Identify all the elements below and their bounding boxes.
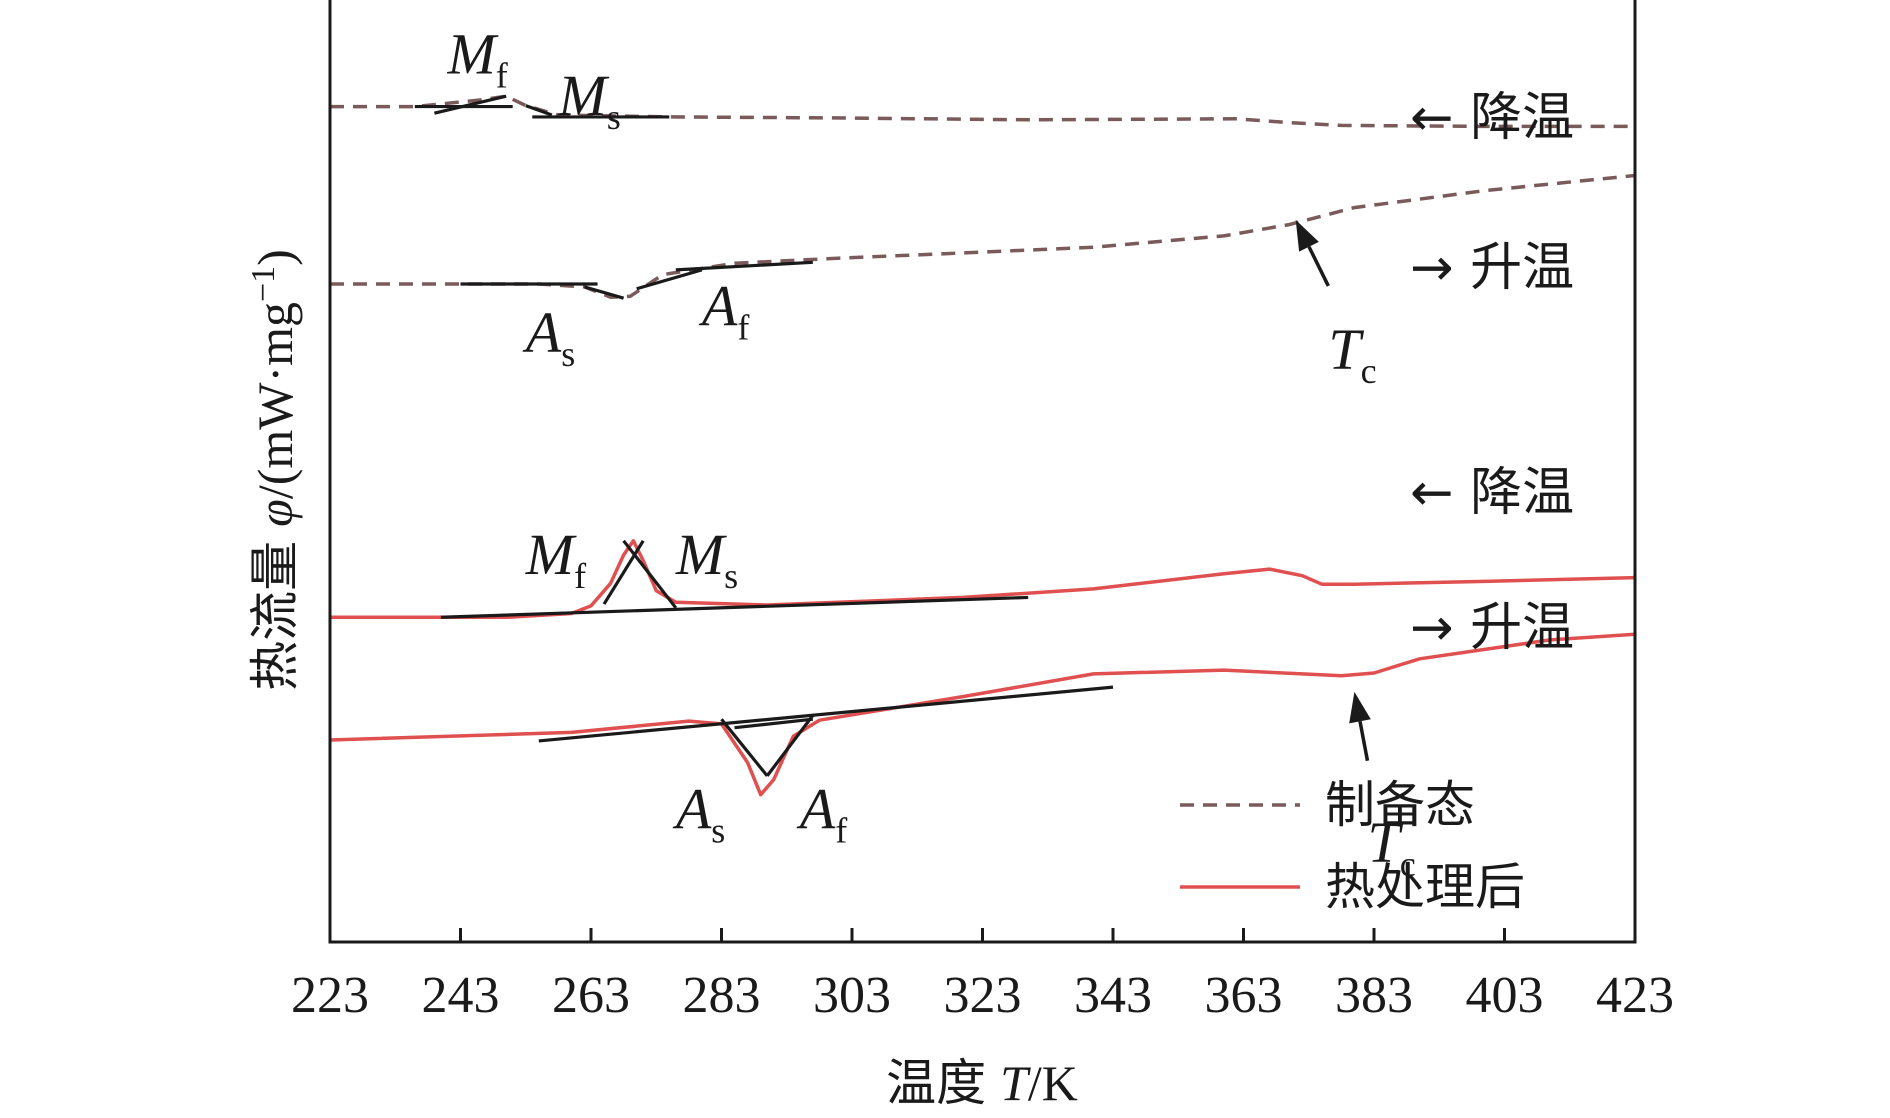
legend: 制备态 热处理后 <box>1180 776 1525 916</box>
x-axis-title: 温度 T/K <box>886 1054 1078 1112</box>
annotation-Ms-7: Ms <box>675 522 738 596</box>
tangent-line-8 <box>675 260 813 272</box>
tangent-line-15 <box>765 714 815 777</box>
direction-label-heating-2: → 升温 <box>1410 598 1574 658</box>
tangent-line-7 <box>636 268 703 291</box>
annotation-Tc-5: Tc <box>1328 317 1376 391</box>
annotation-Tc-10: Tc <box>1367 810 1415 884</box>
annotation-Af-9: Af <box>796 777 847 851</box>
tc-arrow-shaft-2 <box>1358 720 1370 762</box>
x-axis-title-unit: /K <box>1028 1055 1078 1111</box>
tc-arrow-head-2 <box>1349 691 1371 724</box>
direction-label-cooling-1: ← 降温 <box>1410 88 1574 148</box>
x-tick-label-423: 423 <box>1596 967 1674 1024</box>
x-tick-label-363: 363 <box>1205 967 1283 1024</box>
x-tick-label-303: 303 <box>813 967 891 1024</box>
annotation-Af-4: Af <box>698 274 749 348</box>
x-tick-label-263: 263 <box>552 967 630 1024</box>
series-line-3 <box>330 539 1636 620</box>
y-axis-title-suffix: ) <box>247 249 303 266</box>
tangent-line-13 <box>720 718 769 777</box>
x-axis-title-variable: T <box>1000 1055 1031 1111</box>
tangent-line-12 <box>538 685 1114 743</box>
x-ticks: 223 243 263 283 303 323 343 363 383 403 423 <box>291 928 1674 1024</box>
tangent-line-10 <box>602 539 645 605</box>
x-tick-label-383: 383 <box>1335 967 1413 1024</box>
series-line-4 <box>329 632 1636 797</box>
tangent-line-9 <box>440 595 1029 619</box>
annotation-Mf-1: Mf <box>446 22 507 96</box>
x-tick-label-403: 403 <box>1466 967 1544 1024</box>
annotation-Mf-6: Mf <box>525 522 586 596</box>
x-tick-label-283: 283 <box>683 967 761 1024</box>
annotation-Ms-2: Ms <box>557 63 620 137</box>
direction-label-cooling-2: ← 降温 <box>1410 463 1574 523</box>
tc-arrow-shaft-1 <box>1307 245 1330 287</box>
tc-arrows <box>1295 219 1371 762</box>
annotation-As-3: As <box>522 300 575 374</box>
y-axis-title-prefix: 热流量 <box>246 541 304 691</box>
tangent-line-2 <box>434 94 507 115</box>
legend-label-as-prepared: 制备态 <box>1325 776 1475 834</box>
tangent-line-11 <box>622 539 678 609</box>
series-layer <box>329 94 1636 797</box>
legend-label-heat-treated: 热处理后 <box>1325 858 1525 916</box>
series-line-1 <box>330 94 1635 129</box>
x-tick-label-323: 323 <box>944 967 1022 1024</box>
y-axis-title-variable: φ <box>247 499 303 527</box>
tc-arrow-head-1 <box>1295 219 1319 252</box>
tangent-line-14 <box>734 717 814 730</box>
tangent-line-4 <box>525 104 553 117</box>
annotations: Mf Ms As Af Tc Mf Ms As Af Tc <box>446 22 1415 884</box>
y-axis-title: 热流量 φ/(mW·mg−1) <box>245 249 304 691</box>
annotation-As-8: As <box>672 777 725 851</box>
y-axis-title-unit: /(mW·mg <box>247 302 303 499</box>
tangent-line-6 <box>584 285 625 300</box>
direction-label-heating-1: → 升温 <box>1410 238 1574 298</box>
tangent-lines <box>414 94 1114 777</box>
x-tick-label-243: 243 <box>422 967 500 1024</box>
x-tick-label-223: 223 <box>291 967 369 1024</box>
x-axis-title-prefix: 温度 <box>886 1054 986 1112</box>
x-tick-label-343: 343 <box>1074 967 1152 1024</box>
y-axis-title-exponent: −1 <box>245 266 282 302</box>
